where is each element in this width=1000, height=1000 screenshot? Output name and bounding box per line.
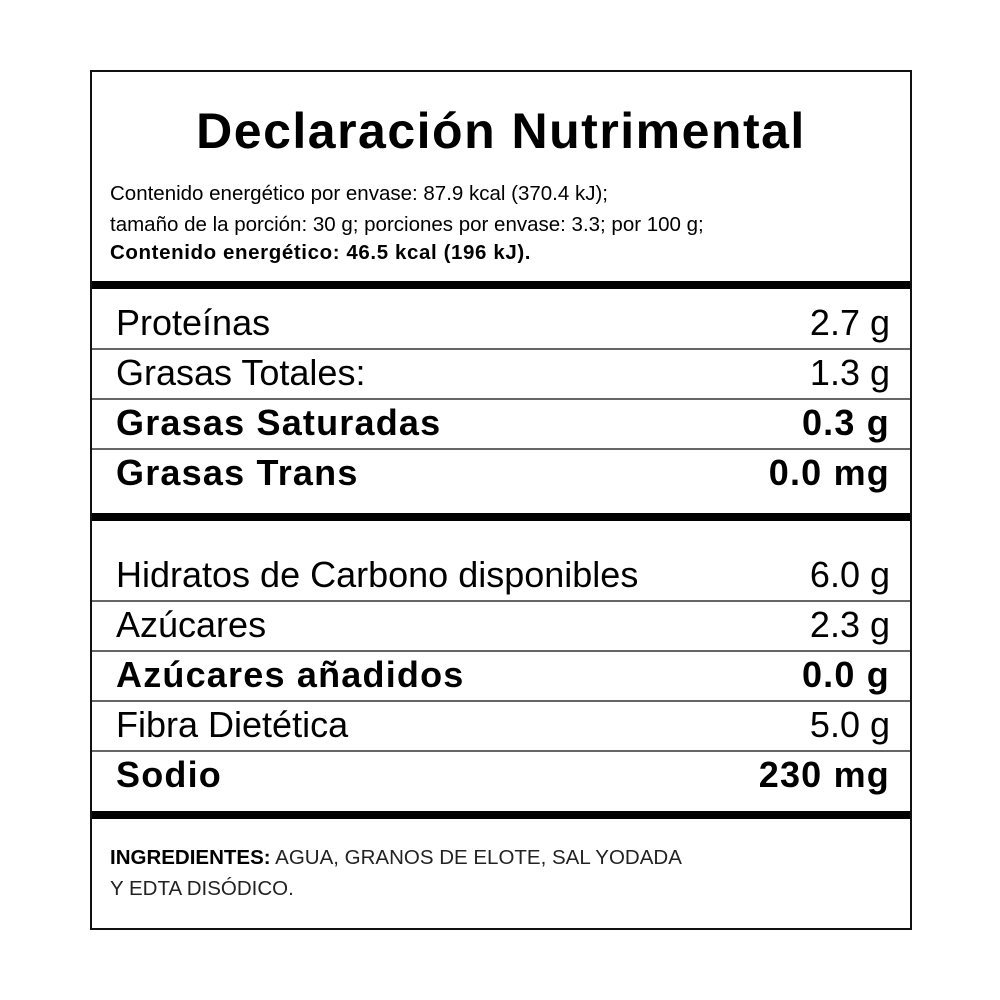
nutrient-row: Sodio 230 mg bbox=[116, 750, 890, 800]
nutrient-value: 6.0 g bbox=[809, 554, 890, 595]
nutrient-row: Azúcares 2.3 g bbox=[116, 600, 890, 650]
nutrient-label: Grasas Saturadas bbox=[116, 402, 442, 443]
row-divider bbox=[92, 600, 910, 602]
row-divider bbox=[92, 398, 910, 400]
ingredients-line-2: Y EDTA DISÓDICO. bbox=[110, 877, 294, 900]
row-divider bbox=[92, 348, 910, 350]
nutrient-label: Grasas Trans bbox=[116, 452, 359, 493]
ingredients-line-1: INGREDIENTES: AGUA, GRANOS DE ELOTE, SAL… bbox=[110, 846, 682, 870]
nutrient-label: Grasas Totales: bbox=[116, 352, 366, 393]
nutrient-row: Azúcares añadidos 0.0 g bbox=[116, 650, 890, 700]
row-divider bbox=[92, 650, 910, 652]
nutrient-value: 2.7 g bbox=[809, 302, 890, 343]
nutrient-value: 230 mg bbox=[758, 754, 890, 795]
nutrient-row: Grasas Totales: 1.3 g bbox=[116, 348, 890, 398]
nutrient-row: Proteínas 2.7 g bbox=[116, 298, 890, 348]
nutrient-label: Azúcares bbox=[116, 604, 267, 645]
nutrient-value: 0.0 mg bbox=[768, 452, 890, 493]
nutrient-row: Fibra Dietética 5.0 g bbox=[116, 700, 890, 750]
nutrient-label: Sodio bbox=[116, 754, 222, 795]
label-title: Declaración Nutrimental bbox=[196, 103, 806, 159]
divider bbox=[92, 513, 910, 521]
nutrient-value: 0.0 g bbox=[801, 654, 890, 695]
divider bbox=[92, 281, 910, 289]
row-divider bbox=[92, 700, 910, 702]
nutrition-label: Declaración Nutrimental Contenido energé… bbox=[90, 70, 912, 930]
nutrient-value: 5.0 g bbox=[809, 704, 890, 745]
nutrient-value: 0.3 g bbox=[801, 402, 890, 443]
serving-info: tamaño de la porción: 30 g; porciones po… bbox=[110, 213, 704, 236]
nutrient-value: 2.3 g bbox=[809, 604, 890, 645]
nutrient-label: Fibra Dietética bbox=[116, 704, 349, 745]
nutrient-row: Grasas Trans 0.0 mg bbox=[116, 448, 890, 498]
nutrient-label: Proteínas bbox=[116, 302, 271, 343]
nutrient-label: Hidratos de Carbono disponibles bbox=[116, 554, 639, 595]
nutrient-row: Grasas Saturadas 0.3 g bbox=[116, 398, 890, 448]
row-divider bbox=[92, 448, 910, 450]
divider bbox=[92, 811, 910, 819]
row-divider bbox=[92, 750, 910, 752]
nutrient-row: Hidratos de Carbono disponibles 6.0 g bbox=[116, 550, 890, 600]
nutrient-label: Azúcares añadidos bbox=[116, 654, 465, 695]
ingredients-text: AGUA, GRANOS DE ELOTE, SAL YODADA bbox=[270, 846, 682, 869]
energy-per-100g: Contenido energético: 46.5 kcal (196 kJ)… bbox=[110, 241, 532, 264]
ingredients-label: INGREDIENTES: bbox=[110, 846, 271, 869]
nutrient-value: 1.3 g bbox=[809, 352, 890, 393]
energy-per-package: Contenido energético por envase: 87.9 kc… bbox=[110, 182, 608, 205]
